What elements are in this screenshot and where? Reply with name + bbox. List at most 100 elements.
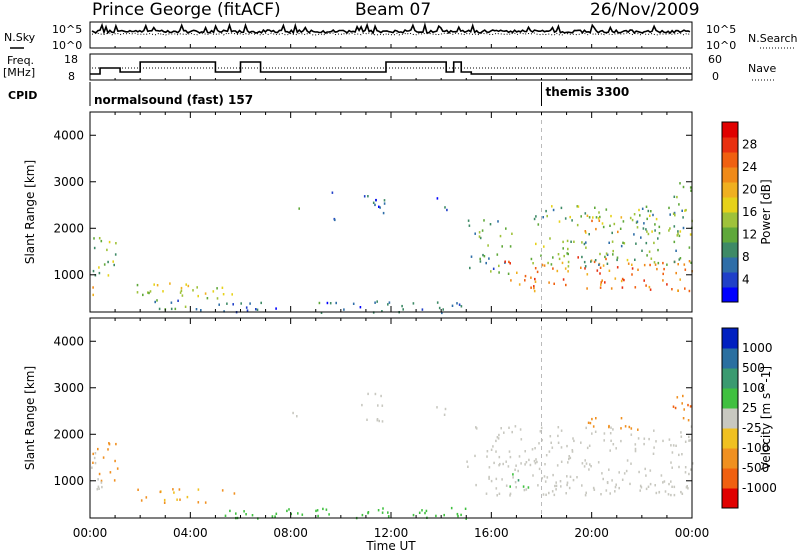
velocity-cell — [541, 477, 543, 480]
power-cell — [446, 208, 448, 212]
power-cell — [329, 302, 332, 305]
power-cell — [507, 272, 510, 275]
power-cell — [114, 253, 117, 256]
colorbar-frame — [721, 327, 739, 509]
power-cell — [677, 263, 679, 266]
power-cell — [586, 214, 589, 217]
power-cell — [662, 261, 664, 265]
power-cell — [536, 270, 539, 274]
velocity-cell — [681, 492, 684, 495]
velocity-cell — [668, 438, 671, 441]
power-cell — [599, 252, 601, 256]
power-cell — [374, 203, 376, 207]
power-cell — [596, 269, 599, 272]
velocity-cell — [688, 472, 690, 476]
velocity-cell — [361, 403, 363, 407]
velocity-cell — [508, 450, 511, 453]
power-cell — [537, 223, 540, 226]
velocity-cell — [685, 486, 688, 489]
power-cell — [92, 286, 94, 289]
velocity-cell — [531, 448, 534, 451]
velocity-cell — [301, 513, 304, 516]
velocity-cell — [687, 403, 689, 407]
power-cell — [510, 279, 512, 282]
power-cell — [684, 209, 686, 212]
power-cell — [147, 291, 149, 294]
power-cell — [478, 235, 481, 238]
power-cell — [581, 255, 583, 259]
velocity-cell — [687, 419, 690, 422]
velocity-cell — [602, 477, 604, 481]
velocity-cell — [500, 427, 502, 430]
power-cell — [381, 310, 383, 313]
velocity-cell — [592, 486, 595, 490]
power-cell — [483, 255, 486, 258]
power-cell — [612, 253, 614, 256]
velocity-cell — [620, 417, 623, 420]
colorbar-swatch — [722, 368, 738, 389]
velocity-cell — [551, 446, 554, 449]
velocity-cell — [557, 434, 559, 438]
velocity-cell — [555, 484, 558, 488]
velocity-cell — [601, 472, 603, 475]
power-cell — [174, 307, 177, 311]
freq-unit-label: [MHz] — [3, 66, 35, 79]
velocity-cell — [115, 442, 117, 446]
velocity-cell — [286, 509, 288, 513]
velocity-cell — [681, 402, 683, 405]
power-cell — [653, 241, 655, 245]
velocity-cell — [539, 430, 542, 433]
velocity-cell — [94, 452, 97, 455]
power-cell — [672, 212, 675, 215]
power-cell — [689, 233, 692, 236]
velocity-cell — [672, 405, 675, 408]
velocity-cell — [594, 430, 597, 433]
power-cell — [599, 215, 601, 219]
velocity-cell — [671, 451, 674, 454]
velocity-cell — [544, 463, 546, 466]
power-cell — [669, 227, 671, 230]
velocity-cell — [361, 513, 364, 517]
velocity-cell — [421, 509, 423, 512]
power-cell — [562, 240, 564, 244]
cpid-label: CPID — [8, 89, 37, 102]
power-cell — [552, 267, 554, 270]
power-cell — [540, 254, 542, 257]
power-cell — [326, 301, 329, 305]
power-cell — [343, 308, 345, 311]
power-cell — [645, 228, 647, 231]
power-cell — [535, 215, 537, 218]
colorbar-tick-label: 8 — [742, 250, 750, 264]
power-cell — [585, 241, 587, 244]
power-cell — [518, 283, 521, 286]
power-cell — [379, 206, 381, 209]
power-cell — [98, 237, 101, 240]
velocity-cell — [497, 437, 500, 440]
velocity-panel — [89, 317, 694, 520]
power-cell — [378, 205, 380, 208]
x-axis-label: Time UT — [365, 539, 416, 553]
y-tick-label: 4000 — [53, 128, 84, 142]
power-cell — [647, 232, 650, 236]
velocity-cell — [647, 485, 650, 488]
power-cell — [682, 226, 685, 230]
velocity-cell — [610, 426, 612, 429]
velocity-cell — [671, 466, 673, 469]
power-cell — [489, 223, 492, 226]
power-cell — [170, 301, 173, 304]
power-cell — [673, 195, 676, 198]
power-cell — [401, 304, 403, 308]
y-tick-label: 2000 — [53, 427, 84, 441]
velocity-cell — [488, 466, 491, 469]
velocity-cell — [377, 404, 379, 407]
velocity-cell — [520, 438, 523, 441]
velocity-cell — [620, 439, 622, 443]
velocity-cell — [538, 442, 540, 445]
velocity-cell — [682, 394, 684, 398]
velocity-cell — [684, 471, 687, 474]
power-cell — [642, 227, 645, 230]
velocity-cell — [557, 426, 560, 429]
power-cell — [631, 263, 633, 266]
velocity-cell — [557, 441, 560, 444]
colorbar-swatch — [722, 152, 738, 168]
